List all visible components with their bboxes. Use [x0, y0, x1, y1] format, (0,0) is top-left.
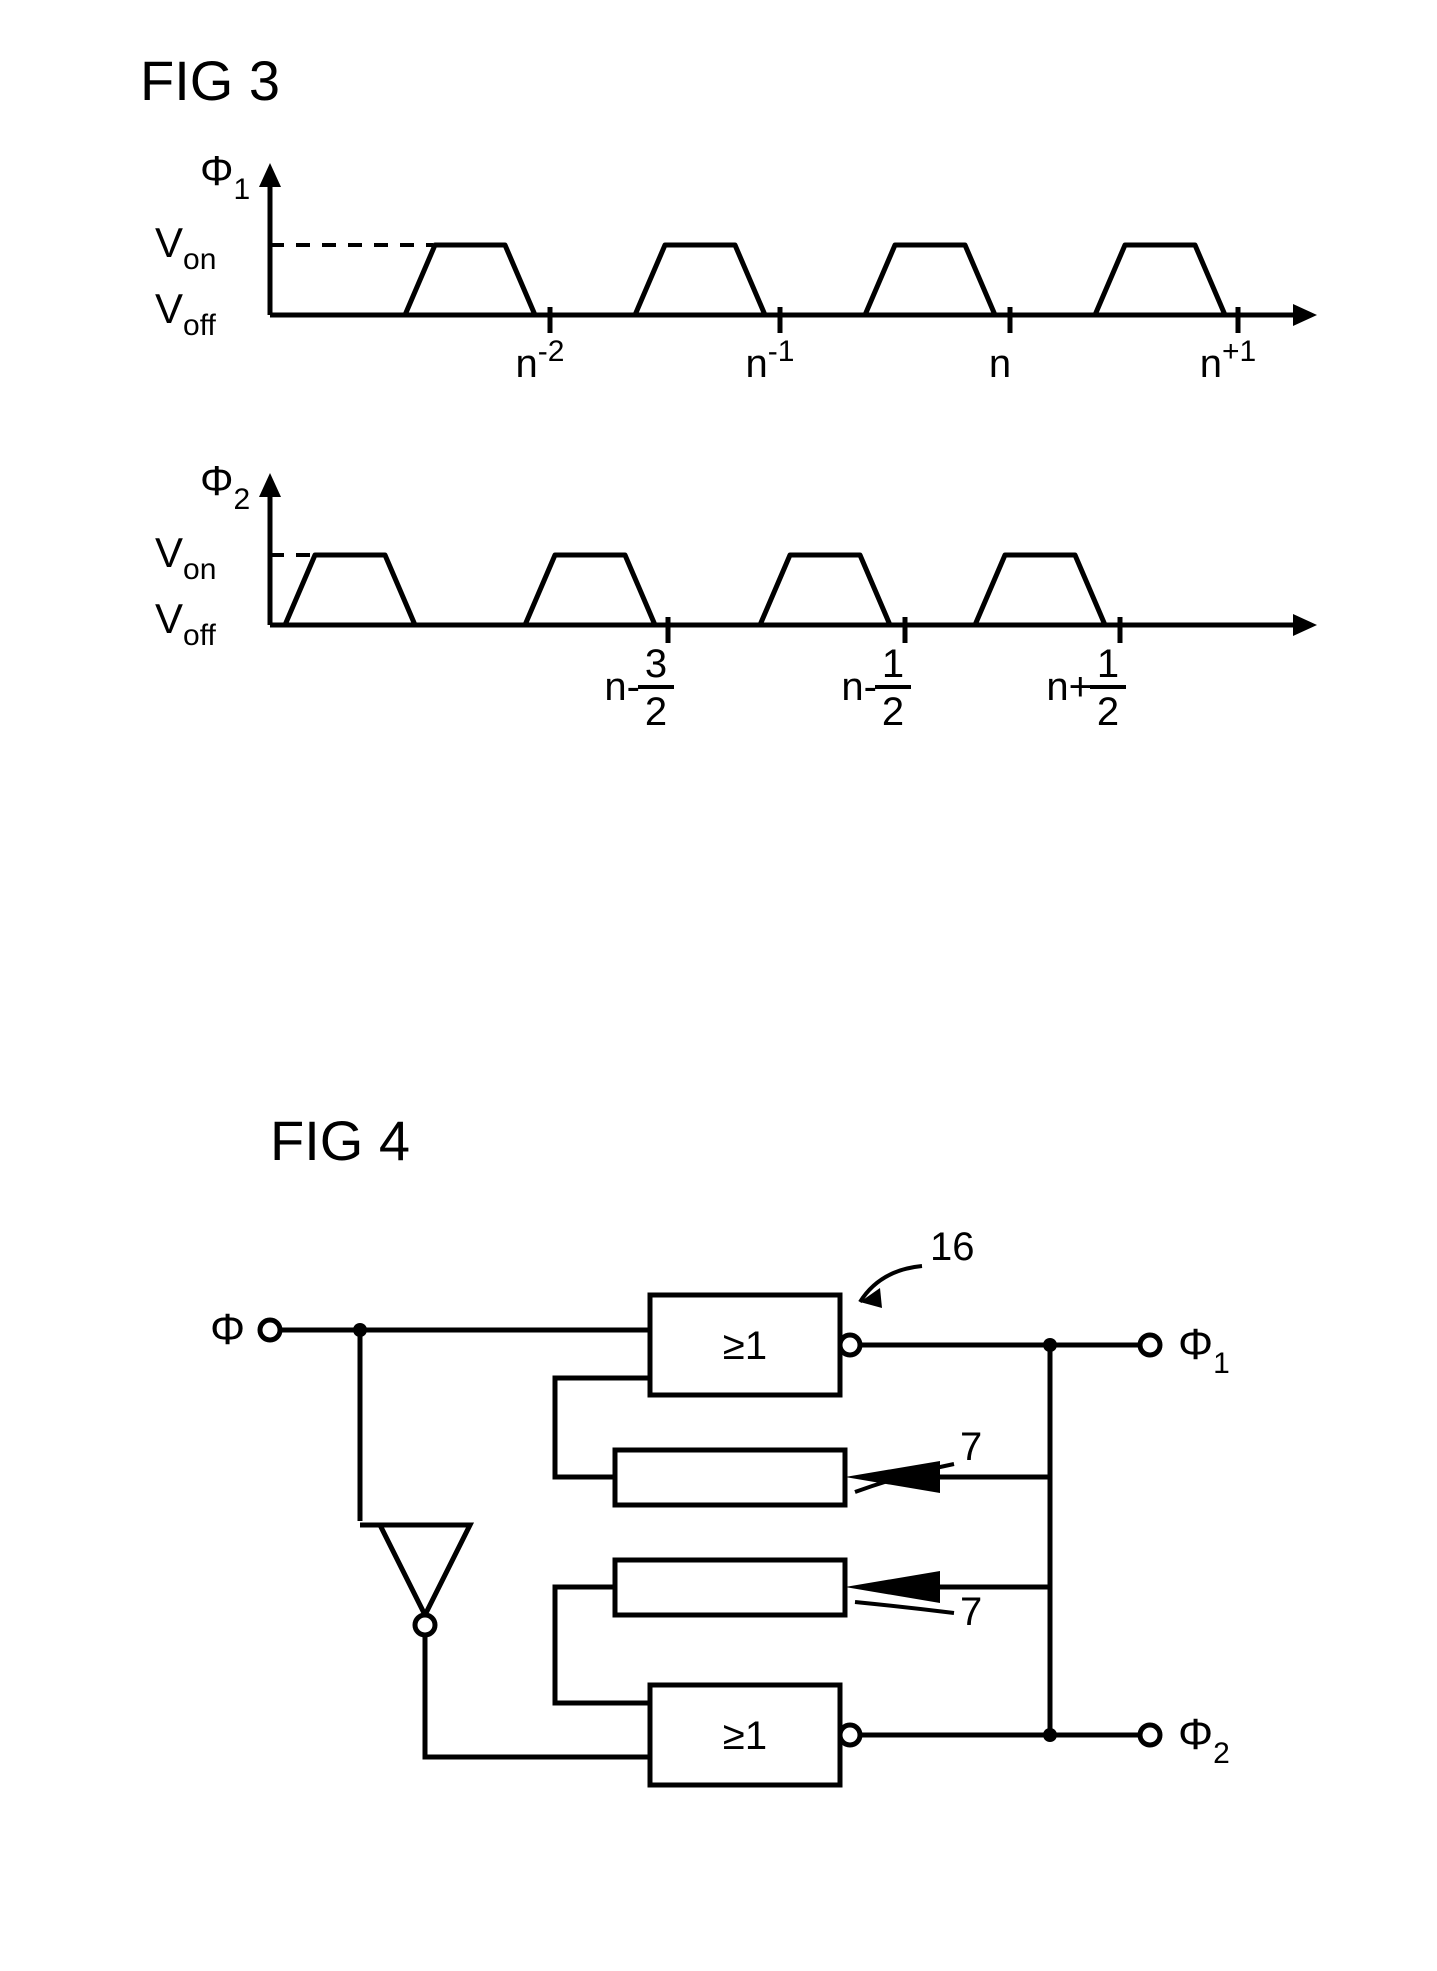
phi2-output-label: Φ2	[1178, 1710, 1230, 1770]
delay-block-bottom	[615, 1560, 845, 1615]
v-off-label: Voff	[155, 285, 216, 342]
x-tick-denominator: 2	[645, 690, 667, 734]
ref-7-bottom-label: 7	[960, 1590, 982, 1634]
fig3-panel-phi1: Φ1 Von Voff n-2 n-1 n n+1	[155, 147, 1317, 386]
nor-gate-bottom-label: ≥1	[723, 1714, 767, 1758]
wire-phi2-to-delaytop	[940, 1477, 1050, 1735]
ref-16-label: 16	[930, 1225, 975, 1269]
x-tick-label: n-1	[746, 335, 795, 386]
y-axis-arrow	[259, 473, 281, 497]
x-tick-numerator: 3	[645, 642, 667, 686]
ref-7-top-label: 7	[960, 1425, 982, 1469]
inverter	[380, 1525, 470, 1615]
fig3-title: FIG 3	[140, 49, 280, 112]
inverter-bubble	[415, 1615, 435, 1635]
pulse	[525, 555, 655, 625]
y-axis-arrow	[259, 163, 281, 187]
fig-4: FIG 4 Φ ≥1 ≥1 Φ1 Φ2 16 7 7	[210, 1109, 1230, 1785]
v-off-label: Voff	[155, 595, 216, 652]
pulse	[975, 555, 1105, 625]
x-axis-arrow	[1293, 614, 1317, 636]
x-tick-label: n+1	[1200, 335, 1256, 386]
fig-3: FIG 3Φ1VonVoffn-2n-1nn+1Φ2VonVoffn-32n-1…	[140, 49, 1317, 734]
v-on-label: Von	[155, 529, 216, 586]
phi2-output-terminal	[1140, 1725, 1160, 1745]
nor-bottom-bubble	[840, 1725, 860, 1745]
wire-inverter-to-bottomgate	[425, 1635, 650, 1757]
fig3-panel-phi2: Φ2VonVoffn-32n-12n+12	[155, 457, 1317, 734]
phi-input-label: Φ	[210, 1305, 245, 1354]
v-on-label: Von	[155, 219, 216, 276]
x-tick-label: n	[989, 342, 1011, 386]
phi-input-terminal	[260, 1320, 280, 1340]
x-tick-numerator: 1	[882, 642, 904, 686]
pulse	[760, 555, 890, 625]
x-axis-arrow	[1293, 304, 1317, 326]
nor-gate-top-label: ≥1	[723, 1324, 767, 1368]
pulse	[1095, 245, 1225, 315]
x-tick-denominator: 2	[882, 690, 904, 734]
fig4-title: FIG 4	[270, 1109, 410, 1172]
pulse	[635, 245, 765, 315]
y-axis-label: Φ2	[200, 457, 250, 516]
ref-7-bottom-leader	[855, 1602, 954, 1613]
wire-phi1-to-delaybot	[940, 1345, 1050, 1587]
phi1-output-terminal	[1140, 1335, 1160, 1355]
delay-block-top	[615, 1450, 845, 1505]
x-tick-denominator: 2	[1097, 690, 1119, 734]
pulse	[405, 245, 535, 315]
x-tick-prefix: n-	[841, 665, 877, 709]
x-tick-prefix: n-	[604, 665, 640, 709]
x-tick-numerator: 1	[1097, 642, 1119, 686]
phi1-output-label: Φ1	[1178, 1320, 1230, 1380]
x-tick-prefix: n+	[1046, 665, 1092, 709]
pulse	[285, 555, 415, 625]
y-axis-label: Φ1	[200, 147, 250, 206]
x-tick-label: n-2	[516, 335, 565, 386]
arrow-into-delay-top	[845, 1461, 940, 1493]
arrow-into-delay-bottom	[845, 1571, 940, 1603]
pulse	[865, 245, 995, 315]
nor-top-bubble	[840, 1335, 860, 1355]
